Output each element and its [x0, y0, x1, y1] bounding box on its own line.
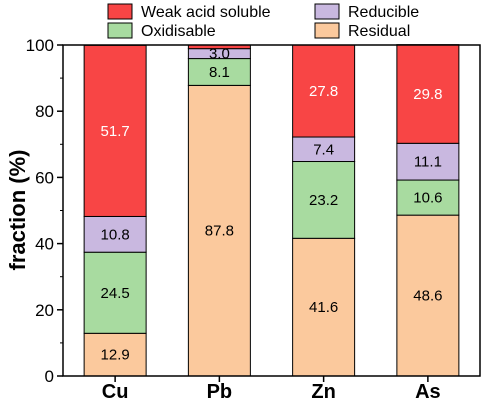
data-label-cu-reducible: 10.8	[101, 226, 130, 243]
data-label-pb-oxidisable: 8.1	[209, 64, 230, 81]
y-tick-label-100: 100	[26, 36, 54, 55]
bar-as-weak-acid-soluble	[396, 44, 460, 144]
data-label-zn-residual: 41.6	[309, 299, 338, 316]
bar-cu-residual	[83, 332, 147, 377]
data-label-as-oxidisable: 10.6	[413, 190, 442, 207]
legend-swatch-oxidisable	[107, 22, 133, 39]
axes-group: Cu Pb Zn As 0 20 40 60 80 100	[26, 36, 481, 402]
bar-pb-residual	[187, 84, 251, 377]
data-label-cu-weak-acid-soluble: 51.7	[101, 123, 130, 140]
bar-zn-oxidisable	[292, 161, 356, 239]
data-labels-group: 12.9 24.5 10.8 51.7 87.8 8.13.0 41.6 23.2 7.4 27.…	[101, 46, 443, 364]
y-tick-label-60: 60	[35, 168, 54, 187]
data-label-zn-oxidisable: 23.2	[309, 192, 338, 209]
bar-cu-weak-acid-soluble	[83, 44, 147, 217]
y-tick-label-20: 20	[35, 301, 54, 320]
bar-as-reducible	[396, 142, 460, 181]
y-tick-label-0: 0	[45, 367, 54, 386]
data-label-zn-reducible: 7.4	[313, 141, 334, 158]
x-tick-label-zn: Zn	[311, 381, 335, 402]
x-tick-label-cu: Cu	[102, 381, 129, 402]
bars-group	[83, 44, 460, 377]
data-label-cu-oxidisable: 24.5	[101, 285, 130, 302]
bar-as-oxidisable	[396, 179, 460, 216]
y-tick-label-40: 40	[35, 235, 54, 254]
bar-pb-oxidisable	[187, 58, 251, 86]
legend-swatch-residual	[314, 22, 340, 39]
legend-swatch-weak-acid-soluble	[107, 3, 133, 20]
data-label-cu-residual: 12.9	[101, 347, 130, 364]
data-label-as-reducible: 11.1	[414, 154, 442, 171]
data-label-as-residual: 48.6	[413, 288, 442, 305]
y-axis-title: fraction (%)	[5, 150, 30, 271]
data-label-pb-residual: 87.8	[205, 223, 234, 240]
data-label-zn-weak-acid-soluble: 27.8	[309, 83, 338, 100]
bar-zn-weak-acid-soluble	[292, 44, 356, 138]
x-tick-label-as: As	[415, 381, 441, 402]
legend-swatch-reducible	[314, 3, 340, 20]
legend-label-weak-acid-soluble: Weak acid soluble	[141, 4, 271, 21]
legend: Weak acid soluble Reducible Oxidisable Resi…	[107, 3, 419, 40]
legend-label-oxidisable: Oxidisable	[141, 23, 216, 40]
y-tick-label-80: 80	[35, 102, 54, 121]
data-label-as-weak-acid-soluble: 29.8	[413, 86, 442, 103]
bar-zn-reducible	[292, 136, 356, 163]
legend-label-residual: Residual	[348, 23, 410, 40]
x-tick-label-pb: Pb	[207, 381, 233, 402]
bar-cu-oxidisable	[83, 251, 147, 334]
legend-label-reducible: Reducible	[348, 4, 419, 21]
data-label-pb-reducible: 3.0	[209, 46, 230, 63]
